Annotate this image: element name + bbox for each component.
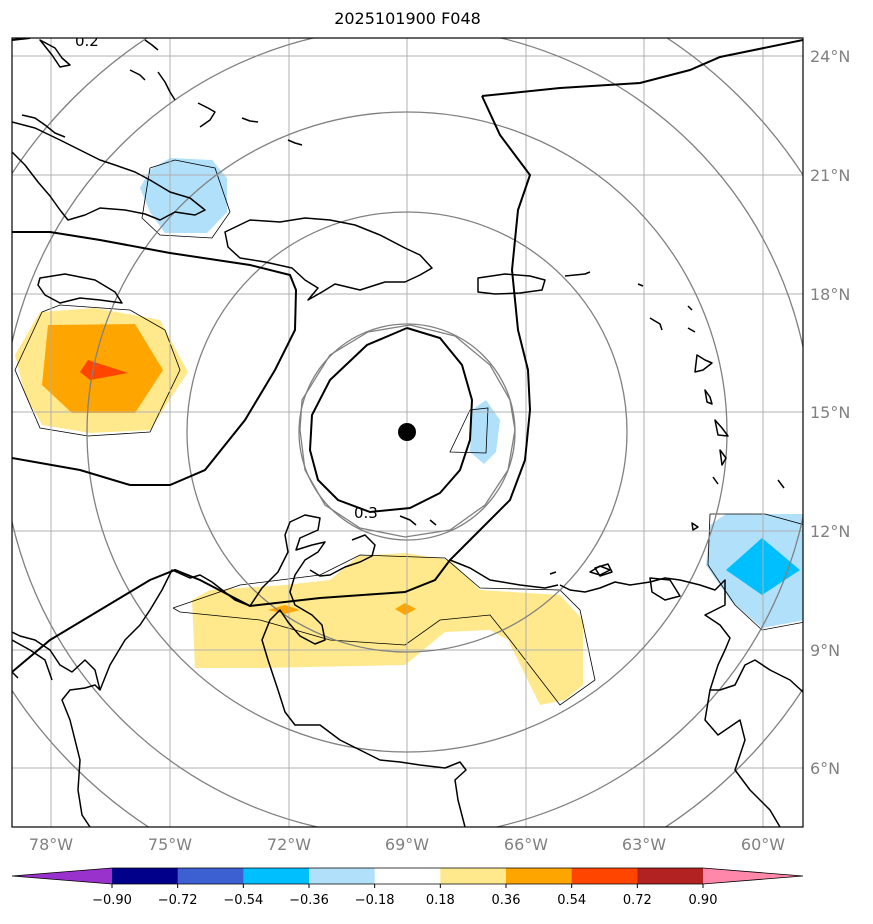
coast-islands-14: [429, 519, 437, 526]
contour-label-0.3: 0.3: [354, 504, 378, 522]
coast-south-america: [12, 514, 803, 827]
colorbar-swatch: [112, 868, 179, 884]
colorbar-tick-label: −0.72: [158, 893, 198, 908]
coast-bahamas-8: [21, 114, 66, 138]
coast-bahamas-4: [144, 39, 159, 51]
colorbar-tick-label: 0.90: [689, 893, 718, 908]
coast-islands-7: [704, 389, 713, 405]
plot-frame: [11, 37, 804, 828]
coastlines: [12, 39, 803, 827]
lon-axis-labels: 78°W 75°W 72°W 69°W 66°W 63°W 60°W: [29, 835, 785, 854]
coast-islands-13: [399, 515, 417, 526]
coast-islands-3: [649, 317, 663, 331]
coast-islands-12: [691, 522, 699, 531]
coast-cuba: [12, 121, 206, 221]
thin-contour-east: [707, 513, 803, 631]
coast-islands-2: [637, 283, 644, 287]
colorbar-swatch: [440, 868, 507, 884]
coast-bahamas-7: [287, 139, 303, 146]
lon-label: 63°W: [622, 835, 666, 854]
storm-center-marker: [398, 423, 416, 441]
colorbar-tick-label: 0.72: [623, 893, 652, 908]
colorbar-extend-min: [12, 868, 112, 884]
positive-area-south-spot2: [395, 603, 416, 615]
positive-area-south: [192, 553, 583, 705]
colorbar-swatch: [177, 868, 244, 884]
colorbar-tick-label: −0.90: [92, 893, 132, 908]
coast-islands-6: [694, 354, 713, 373]
thin-contour-west: [14, 304, 181, 437]
coast-islands-10: [712, 476, 719, 485]
colorbar-tick-label: −0.18: [355, 893, 395, 908]
lat-label: 9°N: [810, 641, 840, 660]
colorbar-extend-max: [703, 868, 803, 884]
coast-islands-11: [777, 479, 785, 489]
thin-contour-center: [449, 407, 489, 454]
lon-label: 60°W: [741, 835, 785, 854]
lat-label: 24°N: [810, 47, 850, 66]
lat-label: 21°N: [810, 166, 850, 185]
thin-contour-south: [172, 554, 596, 706]
colorbar-tick-label: −0.54: [223, 893, 263, 908]
coast-hispaniola: [224, 217, 433, 301]
colorbar-tick-label: −0.36: [289, 893, 329, 908]
contour-0.3-ring: [308, 327, 474, 514]
gridlines: [12, 38, 803, 827]
lat-label: 18°N: [810, 285, 850, 304]
contour-outer-west: [12, 231, 298, 486]
coast-isla-margarita: [594, 563, 613, 577]
contour-outer-east: [481, 39, 803, 97]
colorbar-swatch: [571, 868, 638, 884]
colorbar-tick-label: 0.54: [557, 893, 586, 908]
lat-label: 12°N: [810, 522, 850, 541]
contour-outer-east-2: [12, 95, 532, 673]
coast-jamaica: [37, 273, 123, 304]
thick-contours: [12, 38, 803, 673]
coast-venezuela-north: [309, 534, 559, 589]
coast-islands-16: [549, 571, 557, 575]
colorbar-swatch: [637, 868, 704, 884]
colorbar-tick-label: 0.18: [426, 893, 455, 908]
lat-label: 15°N: [810, 403, 850, 422]
positive-area-south-spot1: [268, 605, 300, 614]
lon-label: 72°W: [267, 835, 311, 854]
coast-islands-1: [564, 271, 591, 277]
lon-label: 69°W: [385, 835, 429, 854]
coast-colombia-west: [12, 639, 53, 681]
map-title: 2025101900 F048: [334, 9, 481, 28]
coast-puerto-rico: [477, 273, 546, 295]
colorbar-tick-label: 0.36: [492, 893, 521, 908]
coast-islands-5: [687, 327, 696, 333]
coast-islands-8: [714, 419, 729, 437]
coast-trinidad: [649, 577, 681, 601]
coast-bahamas-1: [39, 39, 71, 68]
colorbar-ticks: −0.90 −0.72 −0.54 −0.36 −0.18 0.18 0.36 0.54 0.7…: [92, 884, 717, 908]
contour-label-0.2: 0.2: [75, 32, 99, 50]
range-rings: [12, 38, 803, 827]
coast-bahamas-6: [241, 117, 259, 123]
map-content: 0.2 0.3: [12, 32, 803, 827]
lat-axis-labels: 24°N 21°N 18°N 15°N 12°N 9°N 6°N: [810, 47, 850, 778]
lon-label: 66°W: [504, 835, 548, 854]
colorbar-swatch: [243, 868, 310, 884]
coast-islands-9: [719, 449, 727, 466]
coast-bahamas-5: [197, 102, 216, 128]
lat-label: 6°N: [810, 759, 840, 778]
lon-label: 75°W: [148, 835, 192, 854]
colorbar: [11, 867, 804, 885]
colorbar-swatch: [309, 868, 376, 884]
colorbar-swatch: [506, 868, 573, 884]
negative-area-center: [470, 400, 500, 464]
coast-bahamas-3: [157, 71, 176, 101]
thin-contour-north: [141, 159, 231, 239]
coast-bahamas-2: [129, 69, 146, 81]
coast-islands-4: [687, 305, 693, 311]
lon-label: 78°W: [29, 835, 73, 854]
colorbar-swatch: [374, 868, 441, 884]
